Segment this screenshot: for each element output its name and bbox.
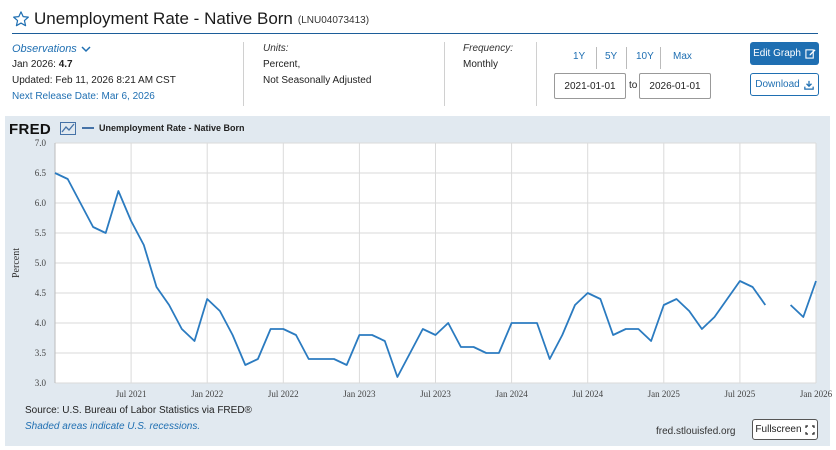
frequency-block: Frequency: Monthly [463,41,513,73]
observations-link[interactable]: Observations [12,41,176,57]
units-adjustment: Not Seasonally Adjusted [263,75,372,86]
range-divider [626,47,627,69]
title-divider [12,33,818,34]
x-tick-label: Jul 2022 [268,389,299,399]
chevron-down-icon [81,46,91,53]
chart-legend: Unemployment Rate - Native Born [82,123,245,133]
range-divider [660,47,661,69]
page-title: Unemployment Rate - Native Born [34,9,293,28]
divider [444,42,445,106]
y-tick-label: 3.0 [35,378,47,388]
latest-observation: Jan 2026: 4.7 [12,57,176,73]
x-tick-label: Jul 2023 [420,389,451,399]
observations-label: Observations [12,43,77,55]
next-release-link[interactable]: Next Release Date: Mar 6, 2026 [12,91,155,102]
edit-graph-label: Edit Graph [753,48,801,59]
edit-graph-button[interactable]: Edit Graph [750,42,819,65]
divider [536,42,537,106]
observation-value: 4.7 [58,59,73,70]
y-axis-label: Percent [11,248,22,278]
download-icon [803,80,814,90]
x-tick-label: Jan 2025 [648,389,681,399]
observation-date: Jan 2026: [12,59,56,70]
range-10y-button[interactable]: 10Y [636,51,654,62]
end-date-input[interactable]: 2026-01-01 [639,73,711,99]
x-tick-label: Jul 2025 [725,389,756,399]
range-1y-button[interactable]: 1Y [573,51,586,62]
y-tick-label: 4.5 [35,288,47,298]
x-tick-label: Jul 2021 [116,389,147,399]
title-row: Unemployment Rate - Native Born (LNU0407… [12,8,369,30]
fred-trend-icon [60,122,76,135]
fred-logo: FRED [9,121,52,138]
date-to-label: to [629,80,638,91]
fullscreen-label: Fullscreen [755,424,802,435]
fullscreen-button[interactable]: Fullscreen [752,419,818,440]
updated-text: Updated: Feb 11, 2026 8:21 AM CST [12,75,176,86]
y-tick-label: 6.0 [35,198,47,208]
observations-block: Observations Jan 2026: 4.7 Updated: Feb … [12,41,176,105]
fullscreen-icon [804,424,815,435]
units-block: Units: Percent, Not Seasonally Adjusted [263,41,371,89]
start-date-input[interactable]: 2021-01-01 [554,73,626,99]
range-max-button[interactable]: Max [673,51,692,62]
x-tick-label: Jan 2024 [495,389,528,399]
star-icon[interactable] [12,10,30,28]
source-text: Source: U.S. Bureau of Labor Statistics … [25,405,252,416]
y-tick-label: 5.0 [35,258,47,268]
units-label: Units: [263,43,289,54]
y-tick-label: 7.0 [35,138,47,148]
frequency-value: Monthly [463,59,499,70]
series-line [54,172,817,378]
range-divider [596,47,597,69]
fred-url: fred.stlouisfed.org [656,426,736,437]
recession-note: Shaded areas indicate U.S. recessions. [25,421,201,432]
x-tick-label: Jul 2024 [572,389,603,399]
y-tick-label: 4.0 [35,318,47,328]
y-tick-label: 3.5 [35,348,47,358]
range-5y-button[interactable]: 5Y [605,51,618,62]
units-value: Percent, [263,59,301,70]
y-tick-label: 5.5 [35,228,47,238]
legend-swatch [82,127,94,129]
edit-icon [805,49,816,59]
divider [243,42,244,106]
x-tick-label: Jan 2022 [191,389,223,399]
frequency-label: Frequency: [463,43,514,54]
series-id: (LNU04073413) [297,15,370,26]
download-label: Download [755,79,800,90]
legend-label: Unemployment Rate - Native Born [99,123,245,133]
download-button[interactable]: Download [750,73,819,96]
x-tick-label: Jan 2026 [800,389,833,399]
y-tick-label: 6.5 [35,168,47,178]
x-tick-label: Jan 2023 [343,389,376,399]
